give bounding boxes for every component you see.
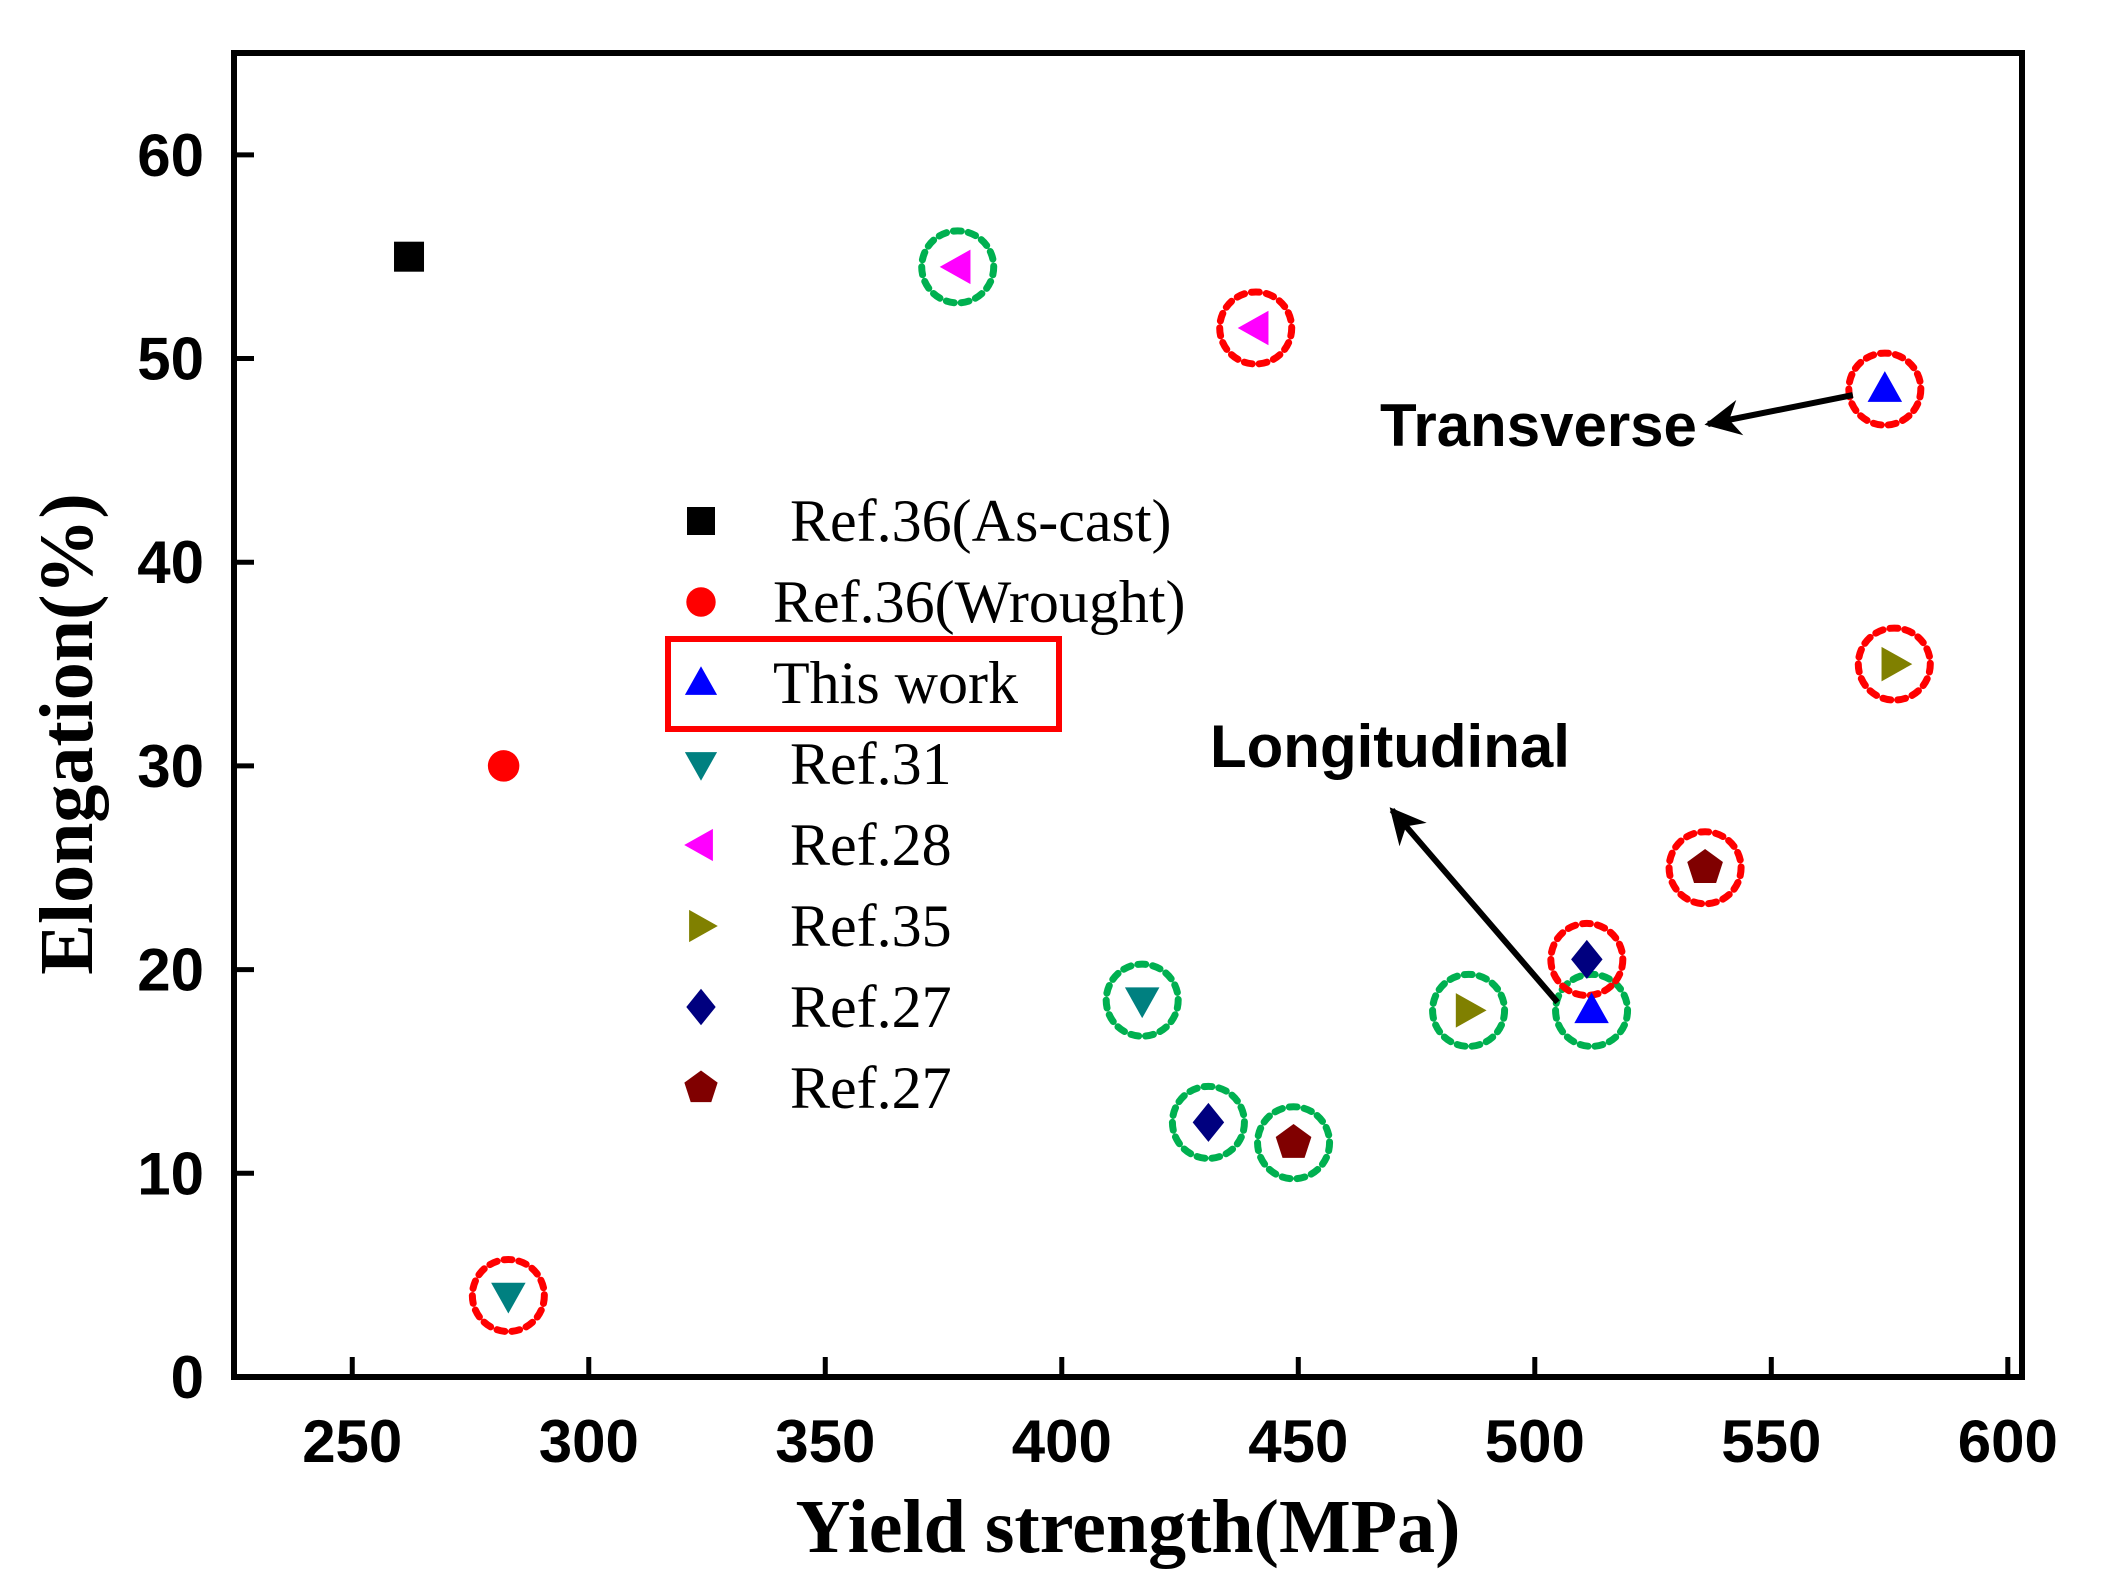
legend-item: Ref.36(Wrought) bbox=[686, 569, 1185, 635]
y-tick-label: 0 bbox=[171, 1344, 204, 1411]
annotation-transverse-arrow bbox=[1704, 392, 1854, 436]
data-point bbox=[1867, 371, 1903, 402]
highlight-circle-green bbox=[918, 227, 998, 307]
annotation-longitudinal-arrow bbox=[1389, 807, 1560, 1005]
legend-item: Ref.27 bbox=[686, 974, 952, 1040]
highlight-circle-red bbox=[1665, 828, 1745, 908]
highlight-circle-red bbox=[1845, 349, 1925, 429]
data-point bbox=[1455, 993, 1487, 1028]
data-point bbox=[491, 1282, 526, 1314]
legend-marker bbox=[684, 752, 718, 781]
x-tick-label: 300 bbox=[539, 1408, 639, 1475]
data-point bbox=[1574, 992, 1609, 1024]
annotation-longitudinal-label: Longitudinal bbox=[1210, 713, 1570, 780]
annotation-longitudinal: Longitudinal bbox=[1210, 713, 1570, 780]
legend-label: Ref.36(As-cast) bbox=[790, 488, 1172, 554]
legend-label: Ref.27 bbox=[790, 974, 952, 1040]
legend: Ref.36(As-cast) Ref.36(Wrought) This work R… bbox=[665, 488, 1185, 1121]
y-tick-label: 10 bbox=[137, 1140, 204, 1207]
data-point bbox=[1275, 1124, 1312, 1158]
data-point bbox=[1192, 1102, 1225, 1142]
data-point bbox=[1124, 987, 1160, 1019]
x-tick-label: 550 bbox=[1721, 1408, 1821, 1475]
highlight-circle-green bbox=[1102, 960, 1182, 1040]
y-axis-title: Elongation(%) bbox=[25, 493, 109, 974]
data-point bbox=[1571, 939, 1603, 979]
highlight-circle-green bbox=[1254, 1103, 1334, 1183]
legend-item: This work bbox=[665, 636, 1062, 732]
legend-label: This work bbox=[773, 650, 1018, 716]
highlight-circle-red bbox=[1547, 919, 1627, 999]
highlight-circle-green bbox=[1429, 970, 1509, 1050]
y-tick-label: 40 bbox=[137, 529, 204, 596]
legend-marker bbox=[684, 828, 713, 862]
legend-label: Ref.27 bbox=[790, 1055, 952, 1121]
y-tick-label: 50 bbox=[137, 326, 204, 393]
legend-item: Ref.36(As-cast) bbox=[687, 488, 1172, 554]
data-point bbox=[939, 249, 971, 285]
x-tick-label: 350 bbox=[775, 1408, 875, 1475]
legend-item: Ref.28 bbox=[684, 812, 952, 878]
legend-label: Ref.28 bbox=[790, 812, 952, 878]
y-tick-label: 30 bbox=[137, 733, 204, 800]
highlight-circle-red bbox=[1216, 288, 1296, 368]
highlight-circle-green bbox=[1552, 970, 1632, 1050]
legend-marker bbox=[684, 1070, 718, 1103]
legend-highlight-box bbox=[665, 636, 1062, 732]
legend-marker bbox=[686, 587, 716, 617]
data-point bbox=[394, 241, 425, 272]
data-point bbox=[487, 750, 520, 782]
x-tick-label: 600 bbox=[1958, 1408, 2058, 1475]
highlight-circle-green bbox=[1168, 1082, 1248, 1162]
legend-marker bbox=[689, 909, 718, 943]
annotation-transverse: Transverse bbox=[1380, 392, 1697, 459]
legend-label: Ref.35 bbox=[790, 893, 952, 959]
legend-marker bbox=[684, 666, 718, 695]
data-point bbox=[1687, 849, 1723, 883]
legend-label: Ref.31 bbox=[790, 731, 952, 797]
y-tick-label: 20 bbox=[137, 937, 204, 1004]
x-tick-label: 400 bbox=[1012, 1408, 1112, 1475]
legend-item: Ref.35 bbox=[689, 893, 952, 959]
legend-marker bbox=[686, 988, 716, 1026]
data-point bbox=[1881, 646, 1913, 682]
legend-item: Ref.31 bbox=[684, 731, 952, 797]
data-point bbox=[1237, 310, 1269, 346]
legend-item: Ref.27 bbox=[684, 1055, 952, 1121]
highlight-circle-red bbox=[1854, 624, 1934, 704]
x-axis-title: Yield strength(MPa) bbox=[796, 1485, 1461, 1569]
x-tick-label: 500 bbox=[1485, 1408, 1585, 1475]
annotation-transverse-label: Transverse bbox=[1380, 392, 1697, 459]
legend-marker bbox=[687, 507, 715, 535]
y-tick-label: 60 bbox=[137, 122, 204, 189]
highlight-circle-red bbox=[468, 1256, 548, 1336]
x-tick-label: 250 bbox=[302, 1408, 402, 1475]
legend-label: Ref.36(Wrought) bbox=[773, 569, 1185, 635]
plot-frame bbox=[231, 50, 2025, 1380]
x-tick-label: 450 bbox=[1248, 1408, 1348, 1475]
